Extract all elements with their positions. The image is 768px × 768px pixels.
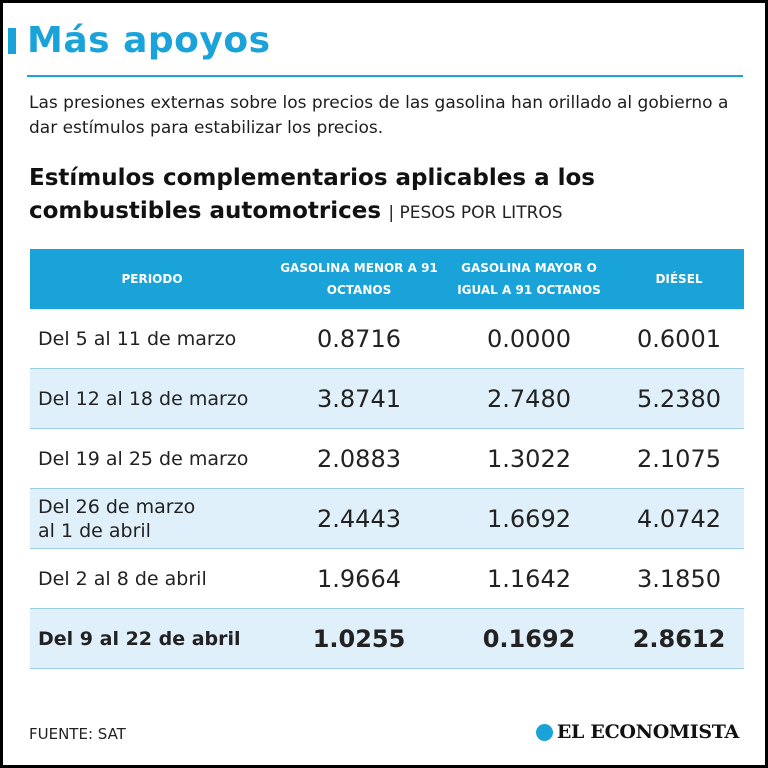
gasolina-mayor-cell: 1.1642: [444, 548, 614, 609]
column-header-gasolina-menor: GASOLINA MENOR A 91 OCTANOS: [274, 249, 444, 309]
table-row: Del 19 al 25 de marzo 2.0883 1.3022 2.10…: [30, 428, 744, 489]
column-header-periodo: PERIODO: [30, 249, 274, 309]
diesel-cell: 0.6001: [614, 309, 744, 369]
table-row: Del 12 al 18 de marzo 3.8741 2.7480 5.23…: [30, 368, 744, 429]
diesel-cell: 2.8612: [614, 608, 744, 669]
table-subtitle: Estímulos complementarios aplicables a l…: [29, 162, 745, 230]
infographic-card: Más apoyos Las presiones externas sobre …: [3, 3, 765, 765]
period-cell-text: Del 26 de marzo al 1 de abril: [38, 495, 196, 542]
table-row: Del 26 de marzo al 1 de abril 2.4443 1.6…: [30, 488, 744, 549]
diesel-cell: 4.0742: [614, 488, 744, 549]
title-divider: [27, 75, 743, 77]
table-row: Del 5 al 11 de marzo 0.8716 0.0000 0.600…: [30, 309, 744, 369]
gasolina-mayor-cell: 0.0000: [444, 309, 614, 369]
table-row: Del 2 al 8 de abril 1.9664 1.1642 3.1850: [30, 548, 744, 609]
gasolina-mayor-cell: 0.1692: [444, 608, 614, 669]
column-header-diesel: DIÉSEL: [614, 249, 744, 309]
table-row: Del 9 al 22 de abril 1.0255 0.1692 2.861…: [30, 608, 744, 669]
period-cell: Del 2 al 8 de abril: [30, 548, 274, 609]
gasolina-menor-cell: 0.8716: [274, 309, 444, 369]
gasolina-menor-cell: 1.0255: [274, 608, 444, 669]
gasolina-menor-cell: 2.0883: [274, 428, 444, 489]
diesel-cell: 2.1075: [614, 428, 744, 489]
table-units: | PESOS POR LITROS: [388, 203, 563, 223]
period-cell: Del 26 de marzo al 1 de abril: [30, 488, 274, 549]
period-cell: Del 9 al 22 de abril: [30, 608, 274, 669]
table-header-row: PERIODO GASOLINA MENOR A 91 OCTANOS GASO…: [30, 249, 744, 309]
gasolina-menor-cell: 1.9664: [274, 548, 444, 609]
table-title: Estímulos complementarios aplicables a l…: [29, 165, 595, 224]
diesel-cell: 3.1850: [614, 548, 744, 609]
gasolina-mayor-cell: 1.3022: [444, 428, 614, 489]
intro-text: Las presiones externas sobre los precios…: [29, 93, 729, 138]
column-header-gasolina-mayor: GASOLINA MAYOR O IGUAL A 91 OCTANOS: [444, 249, 614, 309]
economista-logo-icon: [535, 723, 553, 741]
publisher-name: EL ECONOMISTA: [556, 721, 739, 743]
publisher-logo: EL ECONOMISTA: [535, 721, 739, 743]
stimulus-table: PERIODO GASOLINA MENOR A 91 OCTANOS GASO…: [30, 249, 744, 669]
source-note: FUENTE: SAT: [29, 725, 126, 743]
gasolina-menor-cell: 3.8741: [274, 368, 444, 429]
gasolina-mayor-cell: 1.6692: [444, 488, 614, 549]
title-accent-bar: [8, 28, 16, 54]
period-cell: Del 12 al 18 de marzo: [30, 368, 274, 429]
period-cell: Del 5 al 11 de marzo: [30, 309, 274, 369]
diesel-cell: 5.2380: [614, 368, 744, 429]
gasolina-mayor-cell: 2.7480: [444, 368, 614, 429]
period-cell: Del 19 al 25 de marzo: [30, 428, 274, 489]
gasolina-menor-cell: 2.4443: [274, 488, 444, 549]
page-title: Más apoyos: [27, 20, 271, 61]
